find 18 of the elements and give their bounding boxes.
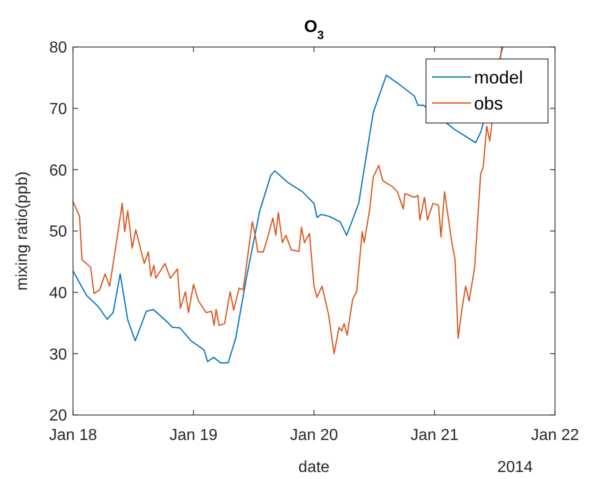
y-tick-label: 70 bbox=[49, 100, 68, 118]
legend-label: obs bbox=[474, 93, 504, 114]
y-tick-label: 30 bbox=[49, 346, 68, 364]
y-tick-label: 40 bbox=[49, 284, 68, 302]
x-tick-label: Jan 19 bbox=[169, 427, 218, 444]
x-tick-label: Jan 22 bbox=[530, 427, 580, 444]
x-tick-label: Jan 21 bbox=[410, 427, 459, 444]
y-tick-label: 20 bbox=[49, 408, 68, 425]
y-tick-label: 60 bbox=[49, 162, 68, 180]
text: 2014 bbox=[497, 459, 533, 476]
y-tick-label: 80 bbox=[49, 40, 68, 57]
y-tick-label: 50 bbox=[49, 224, 68, 241]
legend-label: model bbox=[474, 67, 524, 88]
x-tick-label: Jan 20 bbox=[290, 427, 338, 444]
y-axis-title: mixing ratio(ppb) bbox=[14, 171, 31, 291]
x-axis-title: date bbox=[298, 459, 330, 476]
x-tick-label: Jan 18 bbox=[48, 427, 98, 444]
chart-title: O$_{3}$ bbox=[304, 17, 324, 42]
